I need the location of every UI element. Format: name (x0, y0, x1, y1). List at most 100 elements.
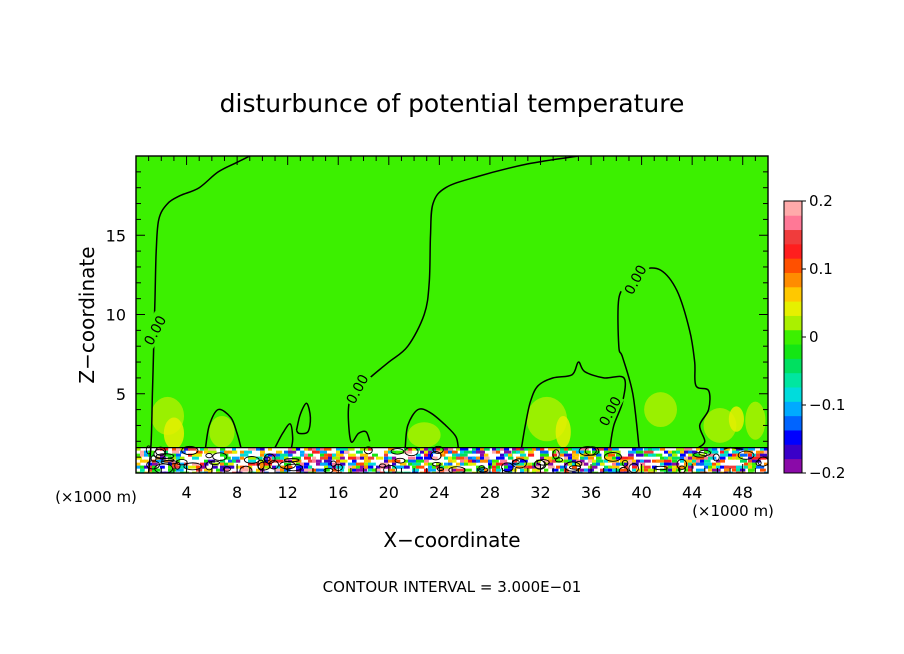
surface-cell (312, 456, 317, 460)
surface-cell (296, 447, 301, 451)
surface-cell (572, 450, 578, 454)
surface-cell (720, 456, 726, 460)
surface-cell (276, 450, 283, 454)
x-tick-label: 28 (480, 483, 500, 502)
surface-cell (692, 462, 699, 466)
surface-contour (257, 461, 271, 471)
surface-cell (640, 465, 645, 469)
surface-cell (480, 456, 485, 460)
surface-cell (760, 453, 768, 457)
surface-cell (420, 450, 428, 454)
surface-cell (516, 462, 524, 466)
surface-cell (304, 465, 312, 469)
surface-cell (584, 450, 591, 454)
surface-cell (448, 450, 456, 454)
plot-area: 0.000.000.000.00 4 8 12 16 20 24 28 32 36 40 44 48 … (106, 155, 769, 502)
x-tick-label: 36 (581, 483, 601, 502)
surface-cell (580, 447, 589, 451)
surface-cell (560, 453, 566, 457)
surface-cell (340, 447, 349, 451)
surface-contour (257, 459, 265, 471)
x-tick-label: 4 (181, 483, 191, 502)
zero-contour-8 (723, 446, 743, 450)
surface-cell (708, 447, 715, 451)
surface-cell (136, 462, 141, 466)
surface-cell (204, 447, 210, 451)
surface-cell (136, 465, 144, 469)
surface-cell (356, 468, 364, 472)
surface-cell (460, 462, 465, 466)
surface-cell (496, 462, 504, 466)
surface-cell (684, 450, 689, 454)
surface-cell (220, 468, 226, 472)
surface-cell (264, 465, 272, 469)
surface-cell (500, 459, 508, 463)
surface-cell (340, 456, 345, 460)
surface-cell (492, 462, 497, 466)
surface-cell (444, 465, 450, 469)
surface-cell (456, 456, 461, 460)
surface-cell (392, 450, 398, 454)
surface-cell (596, 447, 605, 451)
surface-cell (756, 453, 762, 457)
surface-cell (228, 462, 234, 466)
colorbar-swatch (784, 286, 802, 302)
surface-cell (260, 459, 268, 463)
surface-cell (416, 465, 425, 469)
surface-cell (512, 447, 518, 451)
x-tick-label: 48 (733, 483, 753, 502)
surface-cell (240, 453, 249, 457)
surface-cell (288, 453, 293, 457)
surface-cell (136, 447, 141, 451)
surface-cell (712, 456, 717, 460)
warm-patch-3 (407, 422, 441, 448)
surface-cell (500, 453, 505, 457)
surface-cell (496, 468, 502, 472)
surface-cell (320, 450, 327, 454)
surface-cell (644, 447, 652, 451)
x-tick-label: 20 (379, 483, 399, 502)
surface-cell (260, 447, 265, 451)
surface-cell (460, 447, 469, 451)
surface-contour (755, 459, 762, 466)
surface-cell (324, 453, 330, 457)
surface-cell (544, 468, 549, 472)
surface-cell (548, 459, 556, 463)
surface-cell (328, 456, 335, 460)
surface-cell (640, 459, 645, 463)
surface-cell (752, 465, 757, 469)
surface-cell (648, 453, 656, 457)
surface-cell (408, 456, 416, 460)
surface-cell (228, 465, 235, 469)
surface-cell (660, 468, 668, 472)
surface-cell (280, 465, 288, 469)
surface-cell (536, 459, 541, 463)
surface-cell (652, 459, 660, 463)
surface-cell (624, 465, 629, 469)
colorbar-ticks: 0.2 0.1 0 −0.1 −0.2 (802, 192, 845, 482)
surface-cell (444, 456, 452, 460)
contour-interval-note: CONTOUR INTERVAL = 3.000E−01 (323, 578, 582, 596)
surface-cell (564, 453, 573, 457)
surface-cell (192, 462, 200, 466)
surface-cell (560, 447, 567, 451)
colorbar-swatch (784, 372, 802, 388)
surface-cell (348, 453, 356, 457)
surface-cell (720, 459, 726, 463)
surface-cell (700, 447, 705, 451)
surface-cell (444, 447, 451, 451)
surface-cell (384, 456, 389, 460)
surface-cell (360, 462, 365, 466)
surface-cell (296, 465, 304, 469)
surface-cell (180, 456, 185, 460)
surface-cell (592, 465, 598, 469)
surface-cell (412, 465, 419, 469)
x-axis-ticks: 4 8 12 16 20 24 28 32 36 40 44 48 (148, 156, 756, 502)
surface-cell (672, 453, 678, 457)
surface-cell (196, 453, 202, 457)
surface-cell (136, 453, 141, 457)
surface-cell (688, 450, 695, 454)
colorbar-swatch (784, 315, 802, 331)
surface-cell (468, 456, 476, 460)
